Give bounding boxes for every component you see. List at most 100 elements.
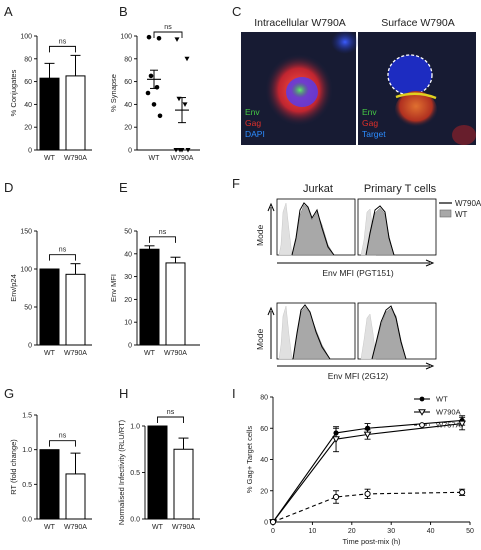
env-signal <box>291 82 309 98</box>
chart-b-y-tick-label-1: 20 <box>124 125 132 132</box>
chart-h-bar-wt <box>147 425 168 520</box>
chart-a-y-tick-label-2: 40 <box>24 102 32 109</box>
chart-a-bar-wt <box>39 77 60 151</box>
chart-b-y-tick-label-3: 60 <box>124 79 132 86</box>
chart-a-x-tick-label-0: WT <box>44 155 56 162</box>
chart-a-y-tick-label-4: 80 <box>24 56 32 63</box>
neighbor-nucleus <box>331 30 359 54</box>
flow-panel: Jurkat Primary T cells W790A WT <box>255 183 481 381</box>
panel-label-i: I <box>232 386 236 401</box>
legend-w790a: W790A <box>455 199 481 208</box>
chart-i-legend-marker-w757a <box>419 422 425 428</box>
legend-env-right: Env <box>362 107 377 117</box>
chart-g-y-tick-label-3: 1.5 <box>22 413 32 420</box>
chart-i-legend-label-wt: WT <box>436 395 448 404</box>
chart-d-y-tick-label-3: 150 <box>20 229 32 236</box>
chart-d-y-tick-label-1: 50 <box>24 305 32 312</box>
chart-e: 0 10 20 30 40 50 Env MFI WT W790A ns <box>109 229 200 357</box>
chart-b-significance-bracket <box>153 31 183 38</box>
chart-a-y-tick-label-0: 0 <box>28 148 32 155</box>
chart-i-x-tick-label-1: 10 <box>309 528 317 535</box>
chart-d-significance-bracket <box>49 254 76 261</box>
chart-b-point-w790a-3 <box>182 102 188 107</box>
chart-b: 0 20 40 60 80 100 % Synapse WT W790A ns <box>109 24 200 162</box>
chart-e-y-label: Env MFI <box>109 274 118 302</box>
chart-g-y-tick-label-1: 0.5 <box>22 482 32 489</box>
chart-h-y-tick-label-0: 0.0 <box>130 517 140 524</box>
microscopy-title-intracellular: Intracellular W790A <box>254 17 346 29</box>
chart-a-significance-bracket <box>49 45 76 53</box>
chart-i-marker-w790a-2 <box>363 431 372 439</box>
chart-g-y-label: RT (fold change) <box>9 439 18 495</box>
chart-g-bar-w790a <box>65 473 86 520</box>
chart-b-point-wt-1 <box>156 35 162 41</box>
chart-e-x-tick-label-1: W790A <box>164 350 187 357</box>
chart-i: 0 20 40 60 80 % Gag+ Target cells 0 10 20 30 40 50 T… <box>245 395 474 547</box>
chart-i-x-tick-label-5: 50 <box>466 528 474 535</box>
chart-e-y-tick-label-3: 30 <box>124 274 132 281</box>
chart-b-y-label: % Synapse <box>109 74 118 112</box>
chart-h-significance-label: ns <box>167 409 175 416</box>
chart-e-significance-bracket <box>149 236 176 243</box>
chart-i-marker-w757a-3 <box>459 489 466 496</box>
synapse-contact <box>395 92 437 100</box>
chart-e-significance-label: ns <box>159 229 167 236</box>
chart-d-x-tick-label-1: W790A <box>64 350 87 357</box>
chart-i-y-label: % Gag+ Target cells <box>245 426 254 493</box>
chart-i-x-tick-label-3: 30 <box>387 528 395 535</box>
chart-b-point-w790a-7 <box>177 148 183 153</box>
chart-i-marker-w757a-1 <box>332 493 340 501</box>
chart-h-y-label: Normalised Infectivity (RLU/RT) <box>117 419 126 525</box>
flow-xlabel-top: Env MFI (PGT151) <box>322 268 393 278</box>
chart-i-marker-w790a-3 <box>458 420 466 428</box>
corner-cell <box>452 125 476 145</box>
chart-i-y-tick-label-4: 80 <box>260 395 268 402</box>
histogram-primary-2g12 <box>360 305 407 360</box>
chart-g-y-tick-label-0: 0.0 <box>22 517 32 524</box>
chart-a: 0 20 40 60 80 100 % Conjugates WT W790A ns <box>9 34 92 162</box>
panel-label-a: A <box>4 4 13 19</box>
chart-e-bar-w790a <box>165 262 186 346</box>
chart-d-bar-w790a <box>65 273 86 346</box>
chart-i-legend-label-w790a: W790A <box>436 408 461 417</box>
chart-e-y-tick-label-2: 20 <box>124 297 132 304</box>
panel-label-h: H <box>119 386 128 401</box>
chart-d-x-tick-label-0: WT <box>44 350 56 357</box>
chart-a-x-tick-label-1: W790A <box>64 155 87 162</box>
chart-i-marker-w757a-0 <box>269 518 277 526</box>
chart-a-bar-w790a <box>65 75 86 151</box>
chart-i-marker-w757a-2 <box>364 490 371 497</box>
chart-h: 0.0 0.5 1.0 Normalised Infectivity (RLU/RT)… <box>117 409 200 531</box>
chart-a-y-label: % Conjugates <box>9 69 18 116</box>
chart-b-y-tick-label-5: 100 <box>120 34 132 41</box>
chart-b-point-wt-5 <box>151 102 157 107</box>
histogram-primary-pgt151 <box>360 205 395 256</box>
panel-label-g: G <box>4 386 14 401</box>
chart-h-significance-bracket <box>157 416 184 423</box>
chart-e-y-tick-label-5: 50 <box>124 229 132 236</box>
panel-label-f: F <box>232 176 240 191</box>
chart-i-x-tick-label-0: 0 <box>271 528 275 535</box>
chart-g-significance-label: ns <box>59 433 67 440</box>
chart-i-y-tick-label-1: 20 <box>260 488 268 495</box>
panel-label-c: C <box>232 4 241 19</box>
flow-axes <box>267 202 435 370</box>
chart-g-x-tick-label-0: WT <box>44 524 56 531</box>
chart-a-significance-label: ns <box>59 38 67 45</box>
chart-a-y-tick-label-1: 20 <box>24 125 32 132</box>
legend-target-right: Target <box>362 129 386 139</box>
chart-i-legend-label-w757a: W757A <box>436 421 461 430</box>
chart-b-point-w790a-1 <box>184 56 190 62</box>
chart-h-y-tick-label-2: 1.0 <box>130 424 140 431</box>
chart-b-point-w790a-4 <box>173 148 179 153</box>
chart-d-bar-wt <box>39 268 60 346</box>
chart-e-y-tick-label-1: 10 <box>124 320 132 327</box>
chart-b-y-tick-label-2: 40 <box>124 102 132 109</box>
legend-swatch-wt <box>439 209 452 218</box>
chart-d-y-tick-label-0: 0 <box>28 343 32 350</box>
legend-wt: WT <box>455 210 468 219</box>
chart-d-y-label: Env/p24 <box>9 274 18 302</box>
flow-title-primary: Primary T cells <box>364 183 437 195</box>
chart-b-point-wt-4 <box>145 90 151 96</box>
chart-g: 0.0 0.5 1.0 1.5 RT (fold change) WT W790A ns <box>9 413 92 531</box>
